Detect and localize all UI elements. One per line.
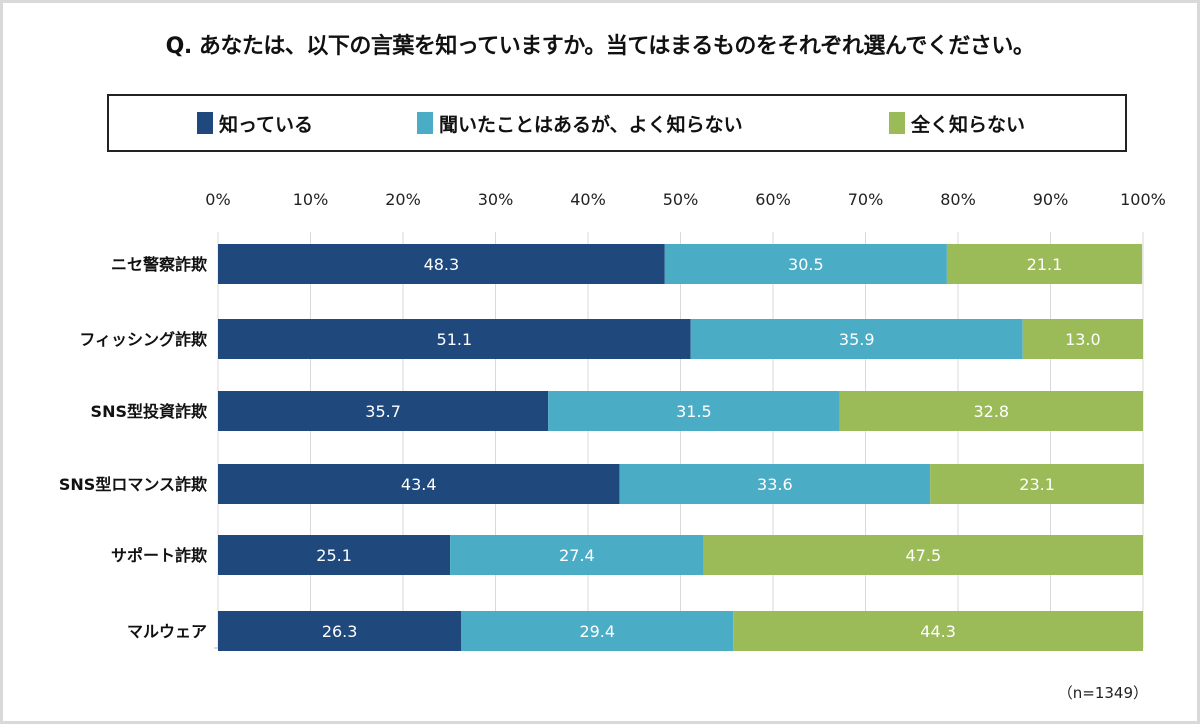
category-label: SNS型投資詐欺 <box>91 402 207 421</box>
data-label: 43.4 <box>401 475 437 494</box>
bar-segment <box>218 464 620 504</box>
x-tick-label: 50% <box>663 190 699 209</box>
bar-segment <box>218 391 549 431</box>
x-tick-label: 70% <box>848 190 884 209</box>
legend-label: 全く知らない <box>911 113 1026 136</box>
bar-segment <box>218 244 665 284</box>
data-label: 32.8 <box>973 402 1009 421</box>
bar-segment <box>946 244 1143 284</box>
data-label: 35.7 <box>365 402 401 421</box>
bar-segment <box>703 535 1143 575</box>
bar-segment <box>619 464 931 504</box>
legend-label: 知っている <box>219 113 314 136</box>
category-label: SNS型ロマンス詐欺 <box>59 475 207 494</box>
x-tick-label: 80% <box>940 190 976 209</box>
bar-segment <box>218 535 451 575</box>
legend-label: 聞いたことはあるが、よく知らない <box>439 113 743 136</box>
x-tick-label: 10% <box>293 190 329 209</box>
bar-segment <box>548 391 840 431</box>
bar-segment <box>733 611 1143 651</box>
category-label: ニセ警察詐欺 <box>111 255 207 274</box>
x-tick-label: 100% <box>1120 190 1166 209</box>
data-label: 44.3 <box>920 622 956 641</box>
bar-segment <box>218 319 691 359</box>
sample-size-note: （n=1349） <box>1057 684 1148 702</box>
data-label: 35.9 <box>839 330 875 349</box>
x-tick-label: 40% <box>570 190 606 209</box>
x-tick-label: 20% <box>385 190 421 209</box>
data-label: 48.3 <box>424 255 460 274</box>
legend: 知っている 聞いたことはあるが、よく知らない 全く知らない <box>107 94 1127 152</box>
legend-item-unknown: 全く知らない <box>889 110 1025 137</box>
data-label: 29.4 <box>579 622 615 641</box>
data-label: 23.1 <box>1019 475 1055 494</box>
chart-title: Q. あなたは、以下の言葉を知っていますか。当てはまるものをそれぞれ選んでくださ… <box>165 34 1035 59</box>
legend-swatch <box>889 112 905 134</box>
bar-segment <box>461 611 734 651</box>
category-label: フィッシング詐欺 <box>79 330 207 349</box>
bar-segment <box>218 611 462 651</box>
data-label: 51.1 <box>437 330 473 349</box>
category-label: サポート詐欺 <box>111 546 207 565</box>
x-tick-label: 60% <box>755 190 791 209</box>
data-label: 27.4 <box>559 546 595 565</box>
bar-segment <box>664 244 947 284</box>
data-label: 31.5 <box>676 402 712 421</box>
legend-item-known: 知っている <box>197 110 313 137</box>
bar-segment <box>690 319 1023 359</box>
legend-item-heard: 聞いたことはあるが、よく知らない <box>417 110 743 137</box>
data-label: 26.3 <box>322 622 358 641</box>
x-tick-label: 90% <box>1033 190 1069 209</box>
data-label: 47.5 <box>906 546 942 565</box>
bar-segment <box>450 535 704 575</box>
x-tick-label: 0% <box>205 190 230 209</box>
data-label: 13.0 <box>1065 330 1101 349</box>
data-label: 30.5 <box>788 255 824 274</box>
data-label: 25.1 <box>316 546 352 565</box>
data-label: 33.6 <box>757 475 793 494</box>
bar-segment <box>1022 319 1143 359</box>
bar-segment <box>839 391 1143 431</box>
x-tick-label: 30% <box>478 190 514 209</box>
category-label: マルウェア <box>127 622 207 641</box>
legend-swatch <box>197 112 213 134</box>
data-label: 21.1 <box>1027 255 1063 274</box>
legend-swatch <box>417 112 433 134</box>
bar-segment <box>930 464 1144 504</box>
